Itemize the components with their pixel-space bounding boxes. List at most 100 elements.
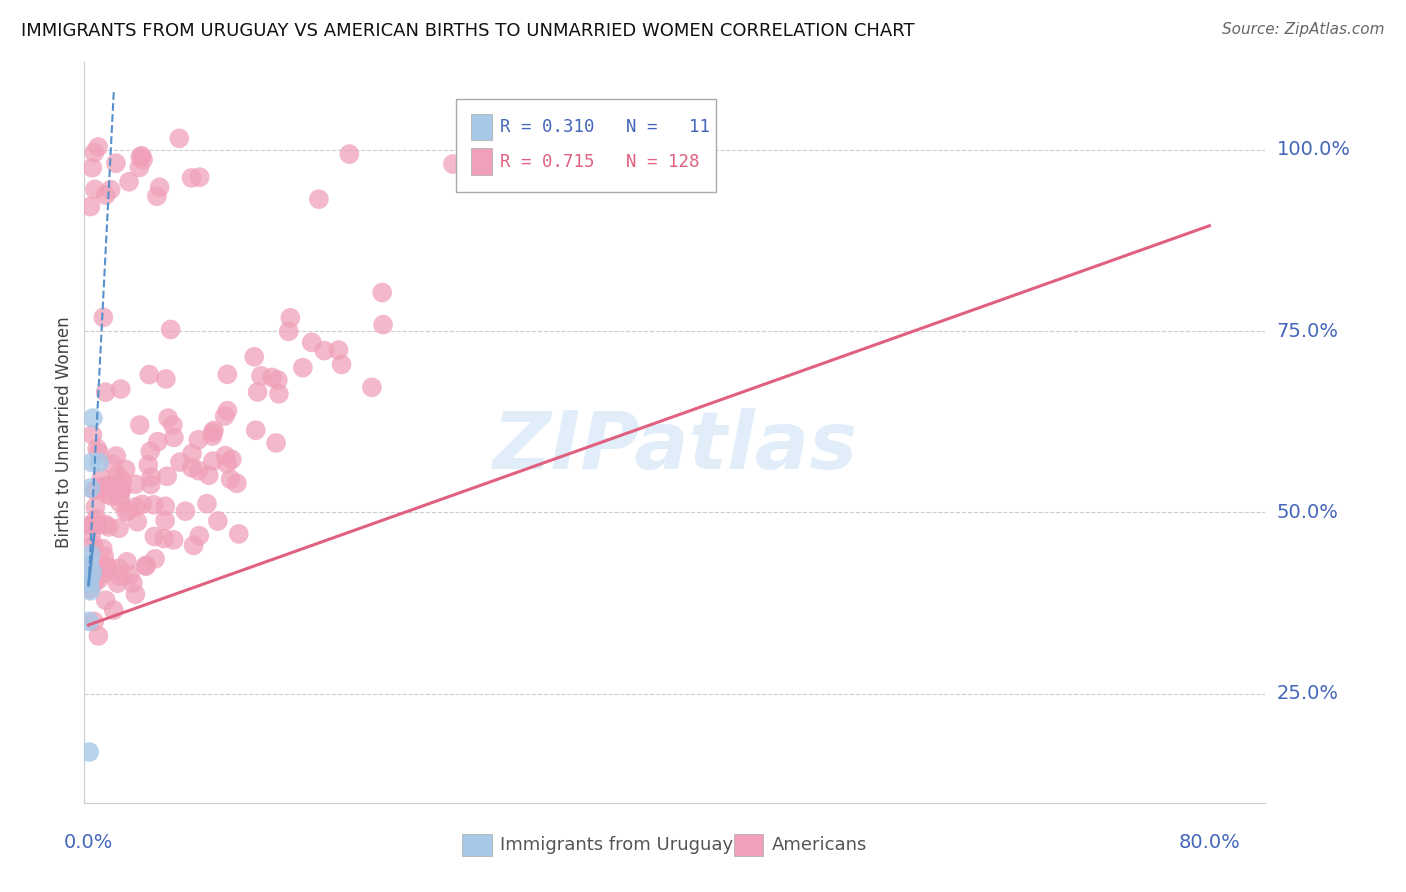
Point bbox=[122, 576, 145, 591]
Point bbox=[267, 387, 290, 401]
Point bbox=[94, 593, 117, 607]
Point bbox=[83, 615, 105, 629]
Point bbox=[82, 561, 104, 575]
Point bbox=[82, 427, 104, 442]
Point bbox=[77, 582, 100, 596]
Point bbox=[80, 518, 103, 533]
Point bbox=[98, 479, 121, 493]
Point bbox=[135, 558, 157, 573]
Point bbox=[143, 529, 166, 543]
Point bbox=[195, 497, 218, 511]
Point bbox=[83, 145, 105, 160]
Point bbox=[77, 745, 100, 759]
Text: Americans: Americans bbox=[772, 836, 868, 854]
Point bbox=[149, 180, 172, 194]
Point bbox=[180, 170, 202, 185]
Text: IMMIGRANTS FROM URUGUAY VS AMERICAN BIRTHS TO UNMARRIED WOMEN CORRELATION CHART: IMMIGRANTS FROM URUGUAY VS AMERICAN BIRT… bbox=[21, 22, 915, 40]
Point bbox=[111, 483, 134, 497]
Point bbox=[219, 472, 242, 486]
Point bbox=[188, 170, 211, 185]
Point bbox=[79, 481, 101, 495]
Point bbox=[104, 156, 127, 170]
Point bbox=[87, 517, 110, 532]
Point bbox=[143, 551, 166, 566]
Text: ZIPatlas: ZIPatlas bbox=[492, 409, 858, 486]
Point bbox=[79, 558, 101, 572]
Point bbox=[155, 372, 177, 386]
Point bbox=[131, 149, 153, 163]
Point bbox=[86, 442, 108, 456]
Point bbox=[118, 568, 141, 582]
Point bbox=[107, 468, 129, 483]
Point bbox=[105, 449, 128, 463]
Text: Source: ZipAtlas.com: Source: ZipAtlas.com bbox=[1222, 22, 1385, 37]
Point bbox=[93, 310, 115, 325]
Point bbox=[100, 489, 122, 503]
Point bbox=[115, 555, 138, 569]
Bar bbox=[463, 834, 492, 856]
Point bbox=[174, 504, 197, 518]
Point bbox=[339, 147, 361, 161]
Point bbox=[87, 629, 110, 643]
Point bbox=[291, 360, 314, 375]
Point bbox=[124, 477, 146, 491]
Point bbox=[115, 505, 138, 519]
Point bbox=[157, 411, 180, 425]
Point bbox=[79, 583, 101, 598]
Text: 75.0%: 75.0% bbox=[1277, 321, 1339, 341]
Point bbox=[128, 161, 150, 175]
Point bbox=[96, 561, 118, 575]
Point bbox=[77, 615, 100, 629]
Point bbox=[139, 444, 162, 458]
Point bbox=[217, 368, 239, 382]
Point bbox=[108, 521, 131, 535]
Text: Immigrants from Uruguay: Immigrants from Uruguay bbox=[501, 836, 733, 854]
Point bbox=[94, 385, 117, 400]
Point bbox=[87, 446, 110, 460]
Point bbox=[198, 468, 221, 483]
Text: 80.0%: 80.0% bbox=[1178, 833, 1240, 853]
Point bbox=[153, 514, 176, 528]
Point bbox=[136, 458, 159, 472]
Point bbox=[328, 343, 350, 357]
Point bbox=[90, 471, 112, 485]
Point bbox=[82, 411, 104, 425]
Point bbox=[117, 504, 139, 518]
Point bbox=[181, 446, 204, 460]
Point bbox=[111, 482, 134, 496]
Point bbox=[94, 188, 117, 202]
Point bbox=[79, 200, 101, 214]
Point bbox=[77, 577, 100, 591]
Point bbox=[125, 500, 148, 514]
Point bbox=[214, 449, 236, 463]
FancyBboxPatch shape bbox=[457, 99, 716, 192]
Point bbox=[80, 581, 103, 595]
Point bbox=[260, 370, 283, 384]
Point bbox=[84, 483, 107, 498]
Point bbox=[159, 322, 181, 336]
Point bbox=[91, 541, 114, 556]
Point bbox=[201, 429, 224, 443]
Point bbox=[94, 517, 117, 532]
Point bbox=[441, 157, 464, 171]
Point bbox=[100, 183, 122, 197]
Point bbox=[314, 343, 336, 358]
Point bbox=[96, 559, 118, 574]
Point bbox=[245, 423, 267, 437]
Point bbox=[146, 434, 169, 449]
Text: 0.0%: 0.0% bbox=[63, 833, 114, 853]
Point bbox=[246, 384, 269, 399]
Point bbox=[139, 477, 162, 491]
Point bbox=[264, 436, 287, 450]
Point bbox=[225, 476, 247, 491]
Point bbox=[103, 603, 125, 617]
Point bbox=[80, 455, 103, 469]
Text: 50.0%: 50.0% bbox=[1277, 503, 1339, 522]
Point bbox=[84, 483, 107, 497]
Point bbox=[101, 458, 124, 472]
Point bbox=[80, 548, 103, 562]
Point bbox=[187, 464, 209, 478]
Point bbox=[90, 483, 112, 497]
Point bbox=[110, 490, 132, 504]
Point bbox=[187, 433, 209, 447]
